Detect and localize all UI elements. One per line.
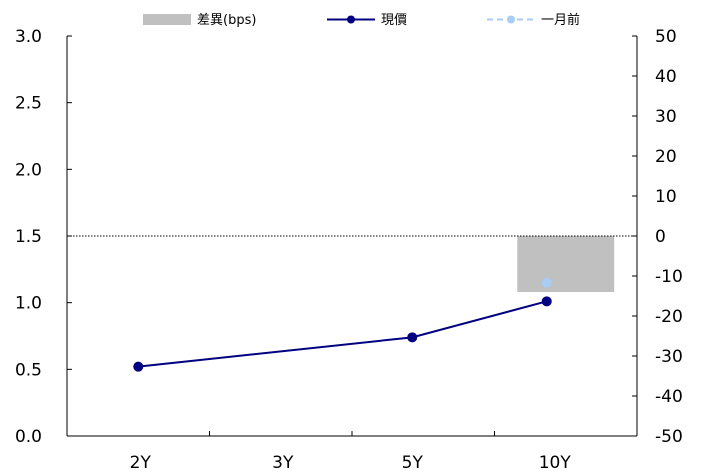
right-tick-label: 10: [655, 187, 677, 207]
x-tick-label: 5Y: [402, 453, 424, 473]
right-tick-label: -50: [655, 427, 683, 447]
right-tick-label: -40: [655, 387, 683, 407]
right-tick-label: -20: [655, 307, 683, 327]
right-tick-label: 0: [655, 227, 666, 247]
left-tick-label: 1.5: [15, 227, 42, 247]
left-tick-label: 0.5: [15, 360, 42, 380]
left-tick-label: 3.0: [15, 27, 42, 47]
point-10Y: [541, 277, 552, 288]
legend-label: 一月前: [541, 12, 580, 28]
right-tick-label: 30: [655, 107, 677, 127]
legend-swatch-bar: [143, 14, 191, 25]
right-tick-label: 40: [655, 67, 677, 87]
point-2Y: [133, 361, 144, 372]
bar-10Y: [517, 236, 615, 292]
right-tick-label: -10: [655, 267, 683, 287]
legend-label: 差異(bps): [197, 13, 256, 28]
right-tick-label: -30: [655, 347, 683, 367]
plot-area: 0.0 0.5 1.0 1.5 2.0 2.5 3.0 -50 -40 -30 -20 -10 0 10 2…: [15, 27, 683, 473]
point-5Y: [407, 332, 418, 343]
x-tick-label: 3Y: [272, 453, 294, 473]
x-tick-label: 2Y: [130, 453, 152, 473]
x-tick-label: 10Y: [539, 453, 572, 473]
legend-swatch-marker: [347, 15, 355, 24]
left-tick-label: 2.5: [15, 94, 42, 114]
legend: 差異(bps) 現價 一月前: [143, 12, 580, 28]
left-tick-label: 2.0: [15, 160, 42, 180]
right-tick-label: 50: [655, 27, 677, 47]
right-tick-label: 20: [655, 147, 677, 167]
legend-label: 現價: [381, 13, 407, 28]
left-tick-label: 0.0: [15, 427, 42, 447]
left-tick-label: 1.0: [15, 294, 42, 314]
point-10Y: [541, 296, 552, 307]
legend-swatch-marker: [507, 15, 515, 24]
line-現價: [138, 300, 548, 368]
